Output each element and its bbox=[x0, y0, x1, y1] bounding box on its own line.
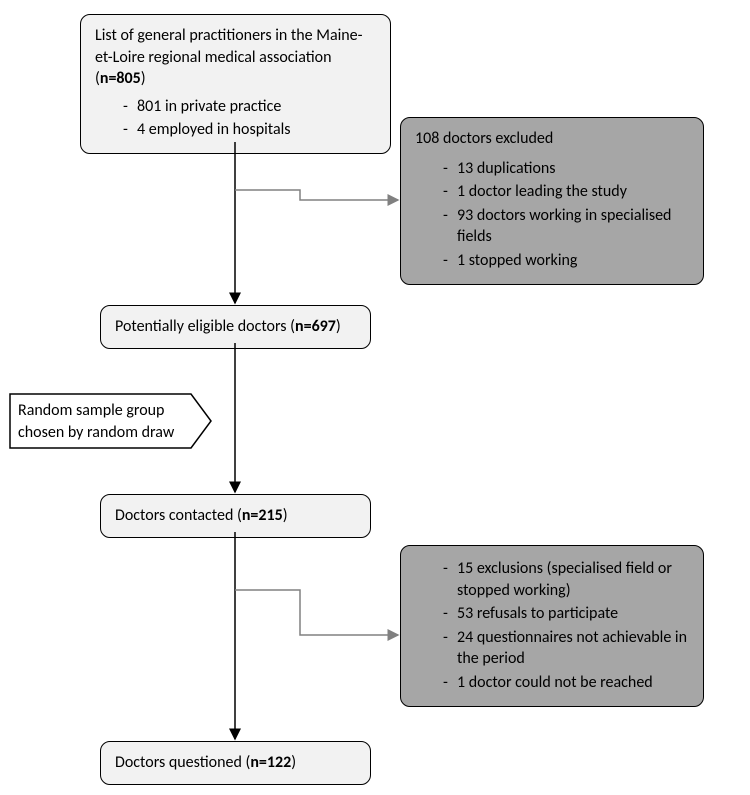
node-excluded-2: 15 exclusions (specialised field or stop… bbox=[400, 545, 704, 707]
list-item: 24 questionnaires not achievable in the … bbox=[443, 627, 689, 670]
list-item: 53 refusals to participate bbox=[443, 603, 689, 625]
node-excluded-1-title: 108 doctors excluded bbox=[415, 128, 689, 150]
list-item: 4 employed in hospitals bbox=[123, 119, 376, 141]
node-source-list: 801 in private practice 4 employed in ho… bbox=[95, 96, 376, 141]
list-item: 801 in private practice bbox=[123, 96, 376, 118]
list-item: 93 doctors working in specialised fields bbox=[443, 205, 689, 248]
node-contacted: Doctors contacted (n=215) bbox=[100, 494, 371, 538]
node-random-note-text: Random sample group chosen by random dra… bbox=[18, 400, 198, 443]
list-item: 13 duplications bbox=[443, 158, 689, 180]
node-source-text: List of general practitioners in the Mai… bbox=[95, 26, 363, 88]
list-item: 1 stopped working bbox=[443, 250, 689, 272]
list-item: 15 exclusions (specialised field or stop… bbox=[443, 558, 689, 601]
node-excluded-2-list: 15 exclusions (specialised field or stop… bbox=[415, 558, 689, 694]
node-excluded-1: 108 doctors excluded 13 duplications 1 d… bbox=[400, 117, 704, 285]
node-excluded-1-list: 13 duplications 1 doctor leading the stu… bbox=[415, 158, 689, 272]
list-item: 1 doctor leading the study bbox=[443, 181, 689, 203]
node-source: List of general practitioners in the Mai… bbox=[80, 14, 391, 154]
node-questioned: Doctors questioned (n=122) bbox=[100, 741, 371, 785]
list-item: 1 doctor could not be reached bbox=[443, 672, 689, 694]
node-eligible: Potentially eligible doctors (n=697) bbox=[100, 305, 371, 349]
